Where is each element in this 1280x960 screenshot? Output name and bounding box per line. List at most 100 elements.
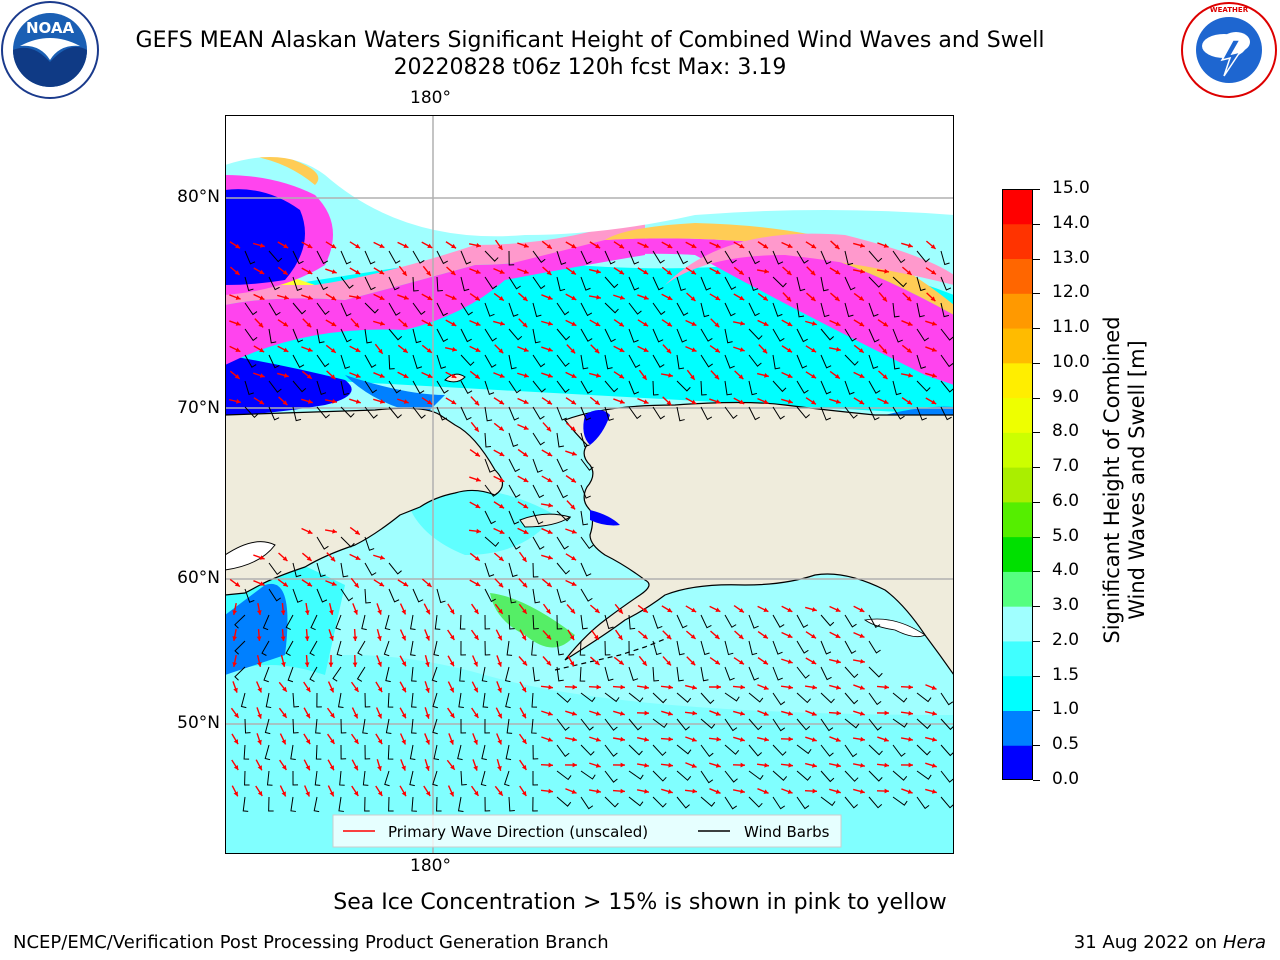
wind-barb xyxy=(556,614,563,630)
wind-barb xyxy=(724,744,740,755)
wave-direction-arrowhead xyxy=(354,322,360,328)
colorbar-tick-label: 3.0 xyxy=(1052,595,1080,616)
wind-barb xyxy=(484,640,491,656)
wave-direction-arrowhead xyxy=(451,373,457,378)
wind-barb xyxy=(676,380,691,392)
wave-direction-arrowhead xyxy=(667,243,673,248)
colorbar-tick xyxy=(1033,710,1040,712)
wind-barb xyxy=(412,380,425,394)
wave-direction-arrowhead xyxy=(283,243,289,249)
wave-direction-arrowhead xyxy=(572,736,577,742)
wave-direction-arrowhead xyxy=(377,687,383,693)
wave-direction-arrowhead xyxy=(834,244,840,250)
wave-direction-arrowhead xyxy=(691,607,697,613)
wave-direction-arrowhead xyxy=(379,269,385,275)
wave-direction-arrowhead xyxy=(259,295,265,300)
wave-direction-arrowhead xyxy=(305,791,310,797)
wind-barb xyxy=(628,276,640,291)
wind-barb xyxy=(340,406,355,418)
wave-direction-arrowhead xyxy=(739,243,745,248)
wave-direction-arrowhead xyxy=(474,426,479,432)
wave-direction-arrowhead xyxy=(620,736,625,742)
wave-direction-arrowhead xyxy=(644,762,649,768)
wave-direction-arrowhead xyxy=(667,321,672,327)
wave-direction-arrowhead xyxy=(379,581,385,587)
wave-direction-arrowhead xyxy=(667,295,673,300)
colorbar-tick-label: 14.0 xyxy=(1052,212,1090,233)
wind-barb xyxy=(676,328,688,343)
wind-barb xyxy=(460,718,467,734)
colorbar-tick-label: 1.5 xyxy=(1052,664,1080,685)
wave-direction-arrowhead xyxy=(257,662,262,667)
wave-direction-arrowhead xyxy=(619,347,625,352)
wave-direction-arrowhead xyxy=(352,662,358,667)
wave-direction-arrowhead xyxy=(545,608,551,614)
wind-barb xyxy=(484,432,491,448)
wind-barb xyxy=(556,510,571,522)
wind-barb xyxy=(292,406,302,422)
wave-direction-arrowhead xyxy=(523,425,529,430)
wind-barb xyxy=(484,614,491,630)
wind-barb xyxy=(940,276,952,291)
wind-barb xyxy=(820,718,834,732)
wind-barb xyxy=(940,406,952,421)
wind-barb xyxy=(772,666,783,681)
wind-barb xyxy=(340,328,352,343)
wind-barb xyxy=(772,640,783,655)
wave-direction-arrowhead xyxy=(234,582,240,587)
wave-direction-arrowhead xyxy=(522,582,528,588)
wind-barb xyxy=(244,380,254,396)
wave-direction-arrowhead xyxy=(473,790,479,796)
wind-barb xyxy=(580,718,594,731)
wind-barb xyxy=(724,380,733,396)
wave-direction-arrowhead xyxy=(332,398,337,404)
wind-barb xyxy=(604,276,619,289)
wave-direction-arrowhead xyxy=(570,504,576,510)
wind-barb xyxy=(580,510,589,526)
wave-direction-arrowhead xyxy=(811,711,817,716)
wave-direction-arrowhead xyxy=(473,687,478,693)
wind-barb xyxy=(580,536,594,550)
wave-direction-arrowhead xyxy=(449,661,454,667)
wave-direction-arrowhead xyxy=(522,556,527,562)
wind-barb xyxy=(580,796,594,810)
colorbar-segment xyxy=(1002,189,1033,225)
wave-direction-arrowhead xyxy=(304,636,310,641)
wave-direction-arrowhead xyxy=(787,373,793,378)
wave-direction-arrowhead xyxy=(235,295,241,300)
wave-direction-arrowhead xyxy=(931,269,937,275)
wave-direction-arrowhead xyxy=(548,762,553,768)
wind-barb xyxy=(652,302,666,316)
wind-barb xyxy=(844,744,858,758)
wind-barb xyxy=(556,562,570,575)
lat-label-70: 70°N xyxy=(177,398,220,418)
wave-direction-arrowhead xyxy=(498,296,504,301)
wave-direction-arrowhead xyxy=(476,528,481,534)
colorbar-tick xyxy=(1033,397,1040,399)
wave-direction-arrowhead xyxy=(620,762,625,768)
wind-barb xyxy=(868,302,879,317)
wave-direction-arrowhead xyxy=(258,322,264,328)
wind-barb xyxy=(532,328,541,344)
wind-barb xyxy=(484,536,500,547)
wave-direction-arrowhead xyxy=(835,659,841,664)
colorbar-tick-label: 12.0 xyxy=(1052,282,1090,303)
wave-direction-arrowhead xyxy=(595,711,601,716)
wave-direction-arrowhead xyxy=(692,685,697,690)
wave-direction-arrowhead xyxy=(860,268,865,274)
wave-direction-arrowhead xyxy=(523,347,529,352)
legend-wave-direction: Primary Wave Direction (unscaled) xyxy=(388,823,648,841)
svg-text:WEATHER: WEATHER xyxy=(1210,6,1249,14)
wind-barb xyxy=(556,692,572,703)
wave-direction-arrowhead xyxy=(546,582,552,587)
wave-direction-arrowhead xyxy=(931,685,937,690)
wind-barb xyxy=(508,276,521,290)
wave-direction-arrowhead xyxy=(714,322,720,328)
wave-direction-arrowhead xyxy=(812,788,817,794)
wave-direction-arrowhead xyxy=(643,347,649,352)
wind-barb xyxy=(724,640,734,656)
colorbar-tick xyxy=(1033,293,1040,295)
wind-barb xyxy=(940,354,954,368)
wind-barb xyxy=(508,406,520,421)
colorbar-tick-label: 8.0 xyxy=(1052,421,1080,442)
